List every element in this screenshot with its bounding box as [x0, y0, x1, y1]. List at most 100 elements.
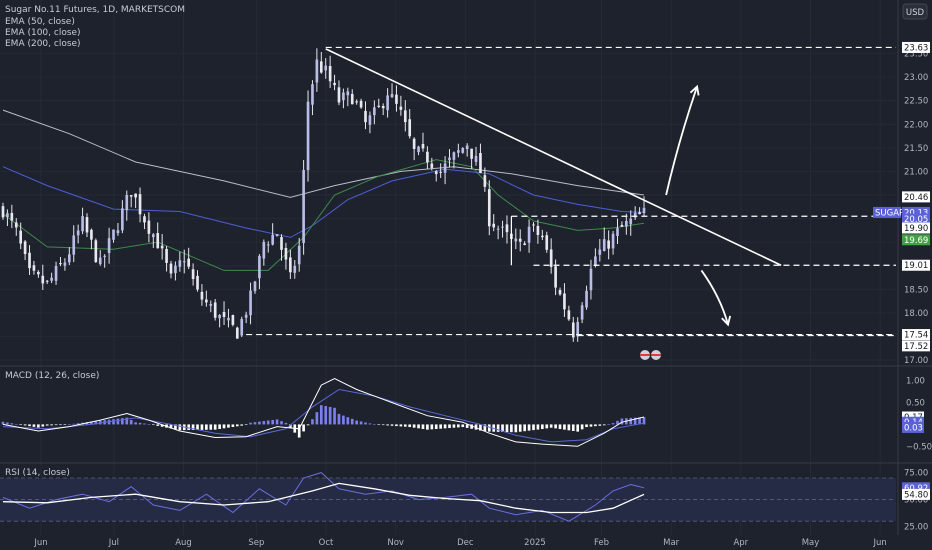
candle — [156, 222, 160, 249]
rsi-axis-label[interactable]: 25.00 — [904, 523, 928, 533]
candle-body — [262, 241, 266, 259]
candle — [244, 311, 248, 324]
macd-hist-bar — [333, 407, 336, 425]
candle-body — [284, 247, 288, 260]
candle — [50, 272, 53, 284]
legend-ema-100[interactable]: EMA (100, close) — [5, 28, 81, 38]
macd-hist-bar — [439, 424, 442, 429]
candle — [112, 229, 115, 243]
candle — [218, 314, 221, 328]
candle — [222, 301, 226, 325]
candle — [576, 317, 580, 342]
macd-axis-label[interactable]: 0.50 — [906, 399, 925, 409]
candle — [368, 111, 372, 134]
events-icon[interactable] — [640, 350, 661, 360]
price-axis-label[interactable]: 18.50 — [904, 285, 928, 295]
macd-hist-bar — [457, 424, 460, 428]
macd-axis-label[interactable]: 1.00 — [906, 377, 925, 387]
price-axis[interactable]: 23.5023.0022.5022.0021.5021.0020.5020.00… — [873, 41, 932, 533]
candle — [563, 283, 566, 317]
macd-hist-bar — [67, 424, 71, 426]
candle — [319, 52, 323, 74]
descending-trendline[interactable] — [325, 48, 782, 266]
candle — [227, 308, 230, 328]
price-axis-label[interactable]: 22.50 — [904, 97, 928, 107]
rsi-axis-label[interactable]: 75.00 — [904, 469, 928, 479]
macd-hist-bar — [328, 406, 332, 425]
macd-hist-bar — [541, 424, 544, 430]
rsi-title[interactable]: RSI (14, close) — [5, 468, 70, 478]
macd-axis-label[interactable]: −0.50 — [906, 442, 932, 452]
price-tag: 19.01 — [904, 261, 928, 271]
macd-hist-bar — [200, 424, 204, 430]
time-axis-label[interactable]: Jun — [33, 538, 47, 548]
macd-hist-bar — [54, 424, 58, 426]
price-axis-label[interactable]: 21.00 — [904, 167, 928, 177]
price-axis-label[interactable]: 22.00 — [904, 120, 928, 130]
currency-button[interactable]: USD — [902, 3, 928, 20]
time-axis-label[interactable]: Mar — [663, 538, 680, 548]
rsi-axis-label[interactable]: 50.00 — [904, 496, 928, 506]
time-axis[interactable]: Jun Jul Aug Sep Oct Nov Dec 2025 Feb Mar Apr May Jun — [33, 538, 886, 548]
chart-title: Sugar No.11 Futures, 1D, MARKETSCOM — [5, 5, 185, 15]
macd-hist-bar — [430, 424, 434, 430]
macd-hist-bar — [1, 421, 5, 425]
time-axis-label[interactable]: Nov — [387, 538, 404, 548]
macd-hist-bar — [465, 424, 469, 428]
price-tag-bg — [902, 259, 930, 271]
candle-body — [594, 256, 597, 267]
candle-body — [94, 240, 98, 263]
candle-body — [98, 257, 102, 265]
arrow-down[interactable] — [700, 269, 732, 327]
candle — [465, 143, 469, 157]
macd-hist-bar — [549, 424, 553, 428]
candle — [200, 284, 204, 306]
candle-body — [72, 235, 76, 255]
time-axis-label[interactable]: Jul — [108, 538, 119, 548]
candle — [169, 260, 173, 279]
price-axis-label[interactable]: 23.50 — [904, 50, 928, 60]
price-axis-label[interactable]: 21.50 — [904, 144, 928, 154]
time-axis-label[interactable]: Feb — [594, 538, 609, 548]
macd-hist-bar — [434, 424, 438, 430]
candle-body — [174, 265, 177, 274]
time-axis-label[interactable]: Sep — [248, 538, 264, 548]
candle-body — [461, 147, 465, 153]
candle-body — [408, 119, 412, 137]
price-axis-label[interactable]: 17.00 — [904, 356, 928, 366]
legend-ema-50[interactable]: EMA (50, close) — [5, 17, 75, 27]
macd-hist-bar — [585, 424, 588, 428]
time-axis-label[interactable]: May — [802, 538, 820, 548]
time-axis-label[interactable]: 2025 — [524, 538, 546, 548]
macd-title[interactable]: MACD (12, 26, close) — [5, 371, 99, 381]
candle-body — [81, 216, 84, 232]
macd-hist-bar — [28, 424, 31, 427]
macd-hist-bar — [76, 423, 80, 425]
candle — [258, 254, 261, 290]
macd-hist-bar — [426, 424, 429, 430]
macd-hist-bar — [59, 424, 62, 426]
price-axis-label[interactable]: 23.00 — [904, 73, 928, 83]
candle — [125, 190, 129, 221]
candle — [54, 261, 58, 285]
macd-hist-bar — [112, 419, 115, 425]
time-axis-label[interactable]: Jun — [873, 538, 887, 548]
currency-label: USD — [906, 8, 925, 18]
price-tag: 23.63 — [904, 43, 928, 53]
legend-ema-200[interactable]: EMA (200, close) — [5, 39, 81, 49]
time-axis-label[interactable]: Dec — [457, 538, 474, 548]
candle — [399, 95, 403, 116]
macd-hist-bar — [311, 419, 314, 425]
candle — [266, 241, 270, 253]
candle-body — [580, 305, 584, 320]
price-axis-label[interactable]: 18.00 — [904, 309, 928, 319]
time-axis-label[interactable]: Apr — [733, 538, 748, 548]
time-axis-label[interactable]: Aug — [175, 538, 192, 548]
candle-body — [28, 252, 31, 269]
arrow-up[interactable] — [665, 84, 700, 196]
candle — [443, 156, 447, 185]
candle-body — [483, 175, 487, 187]
time-axis-label[interactable]: Oct — [319, 538, 334, 548]
